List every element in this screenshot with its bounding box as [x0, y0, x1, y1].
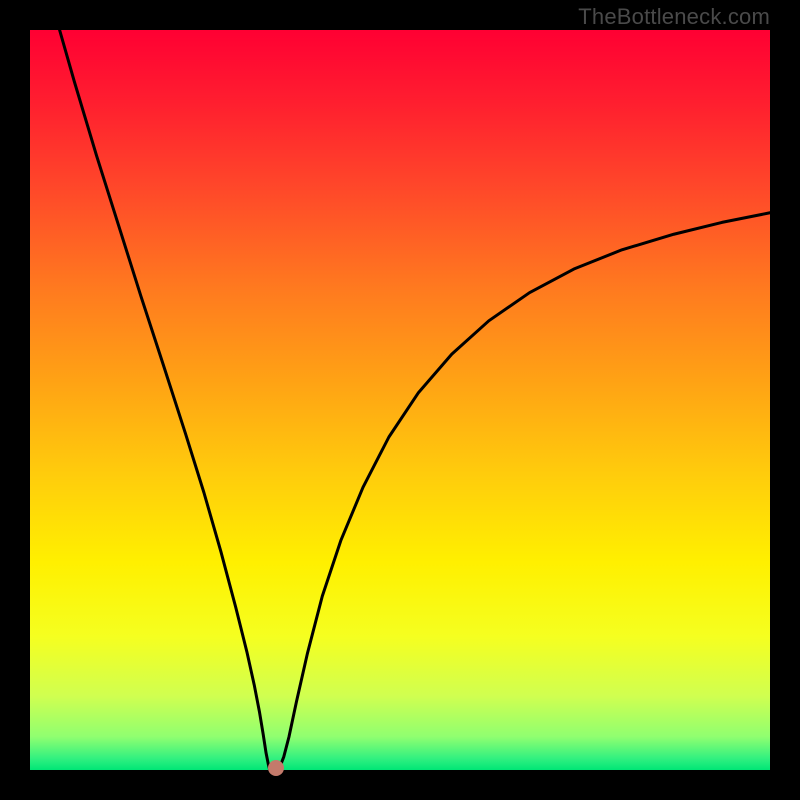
optimal-point-marker	[268, 760, 284, 776]
watermark-text: TheBottleneck.com	[578, 4, 770, 30]
chart-container: TheBottleneck.com	[0, 0, 800, 800]
curve-path	[60, 30, 770, 770]
bottleneck-curve	[0, 0, 800, 800]
